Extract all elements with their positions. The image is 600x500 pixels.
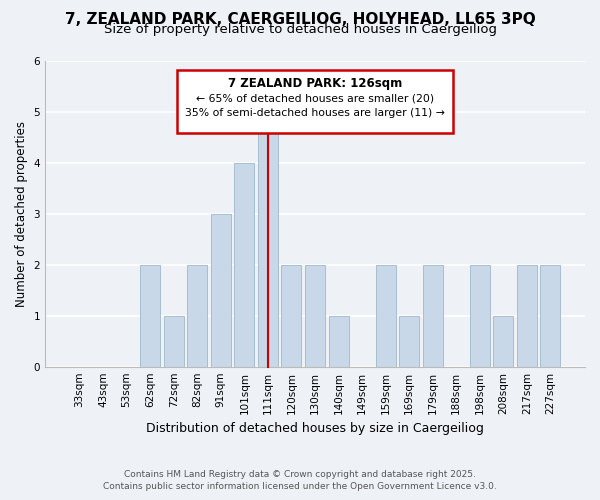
- Bar: [140, 265, 160, 366]
- Bar: [258, 112, 278, 366]
- Bar: [187, 265, 208, 366]
- Bar: [541, 265, 560, 366]
- Bar: [235, 163, 254, 366]
- Bar: [329, 316, 349, 366]
- Bar: [281, 265, 301, 366]
- Bar: [164, 316, 184, 366]
- Text: Size of property relative to detached houses in Caergeiliog: Size of property relative to detached ho…: [104, 24, 497, 36]
- Bar: [470, 265, 490, 366]
- Bar: [493, 316, 514, 366]
- Bar: [376, 265, 395, 366]
- Text: Contains HM Land Registry data © Crown copyright and database right 2025.: Contains HM Land Registry data © Crown c…: [124, 470, 476, 479]
- Y-axis label: Number of detached properties: Number of detached properties: [15, 121, 28, 307]
- Text: Contains public sector information licensed under the Open Government Licence v3: Contains public sector information licen…: [103, 482, 497, 491]
- Bar: [517, 265, 537, 366]
- Bar: [305, 265, 325, 366]
- Bar: [211, 214, 231, 366]
- Text: 7 ZEALAND PARK: 126sqm: 7 ZEALAND PARK: 126sqm: [228, 78, 402, 90]
- Text: 35% of semi-detached houses are larger (11) →: 35% of semi-detached houses are larger (…: [185, 108, 445, 118]
- X-axis label: Distribution of detached houses by size in Caergeiliog: Distribution of detached houses by size …: [146, 422, 484, 435]
- Text: 7, ZEALAND PARK, CAERGEILIOG, HOLYHEAD, LL65 3PQ: 7, ZEALAND PARK, CAERGEILIOG, HOLYHEAD, …: [65, 12, 535, 28]
- Bar: [399, 316, 419, 366]
- Bar: [423, 265, 443, 366]
- Text: ← 65% of detached houses are smaller (20): ← 65% of detached houses are smaller (20…: [196, 94, 434, 104]
